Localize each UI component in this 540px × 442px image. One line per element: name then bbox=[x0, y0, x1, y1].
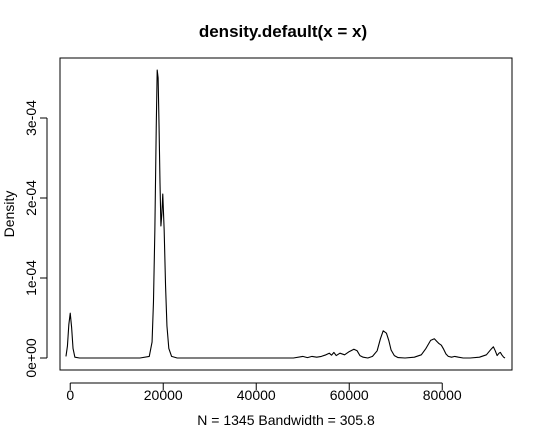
y-tick-label: 2e-04 bbox=[23, 180, 39, 216]
x-tick-label: 0 bbox=[66, 387, 74, 403]
x-axis-label: N = 1345 Bandwidth = 305.8 bbox=[197, 412, 375, 428]
y-tick-label: 0e+00 bbox=[23, 338, 39, 378]
x-tick-label: 60000 bbox=[330, 387, 369, 403]
density-line bbox=[65, 69, 506, 359]
y-tick-label: 1e-04 bbox=[23, 260, 39, 296]
plot-frame bbox=[59, 57, 513, 371]
x-tick-label: 20000 bbox=[144, 387, 183, 403]
y-axis: 0e+00 1e-04 2e-04 3e-04 bbox=[23, 100, 48, 378]
y-tick-label: 3e-04 bbox=[23, 100, 39, 136]
x-axis: 0 20000 40000 60000 80000 bbox=[66, 382, 462, 403]
x-tick-label: 40000 bbox=[237, 387, 276, 403]
chart-title: density.default(x = x) bbox=[199, 22, 367, 41]
x-tick-label: 80000 bbox=[423, 387, 462, 403]
y-axis-label: Density bbox=[1, 191, 17, 238]
